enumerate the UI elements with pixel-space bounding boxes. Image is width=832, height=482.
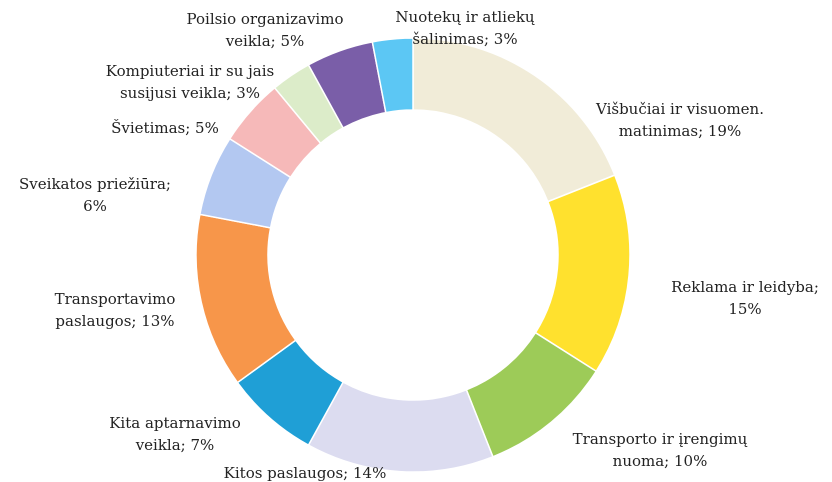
segment-label: Kitos paslaugos; 14% — [224, 464, 387, 482]
segment-label: Transportavimo — [55, 290, 176, 308]
segment-label: susijusi veikla; 3% — [120, 84, 260, 102]
segment-label: Transporto ir įrengimų — [573, 430, 748, 448]
segment-label: Nuotekų ir atliekų — [395, 8, 535, 26]
segment-label: Poilsio organizavimo — [187, 10, 344, 28]
segment-label: veikla; 5% — [225, 32, 305, 50]
segment-label: Sveikatos priežiūra; — [19, 175, 171, 193]
segment-label: Švietimas; 5% — [111, 119, 219, 137]
segment-label: veikla; 7% — [135, 436, 215, 454]
segment-label: šalinimas; 3% — [412, 30, 517, 48]
donut-segment — [412, 37, 616, 203]
segment-label: 6% — [83, 197, 107, 215]
segment-label: 15% — [728, 300, 761, 318]
donut-segment — [371, 37, 414, 114]
segment-label: Reklama ir leidyba; — [671, 278, 819, 296]
segment-label: matinimas; 19% — [619, 122, 741, 140]
segment-label: Višbučiai ir visuomen. — [595, 100, 764, 118]
segment-label: Kita aptarnavimo — [109, 414, 241, 432]
segment-label: paslaugos; 13% — [55, 312, 174, 330]
segment-label: Kompiuteriai ir su jais — [106, 62, 274, 80]
segment-label: nuoma; 10% — [613, 452, 708, 470]
